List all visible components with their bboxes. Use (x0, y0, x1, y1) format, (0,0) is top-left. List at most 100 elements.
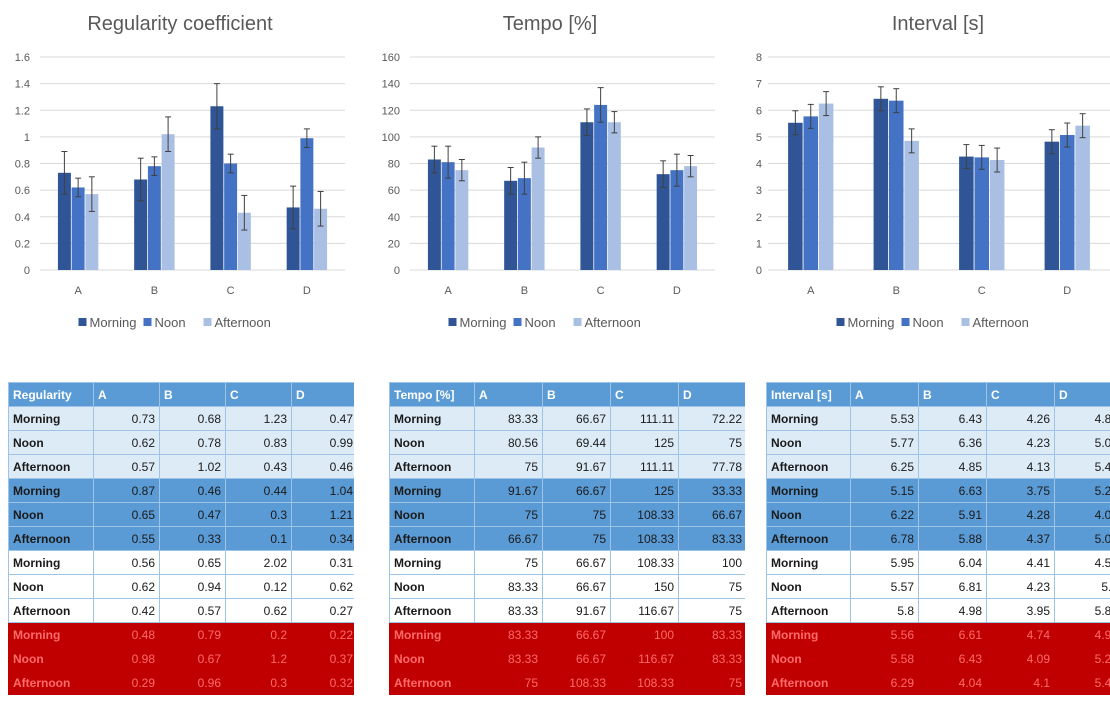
table-cell: 0.57 (93, 454, 160, 479)
table-cell: 75 (474, 454, 543, 479)
y-tick-label: 6 (756, 105, 762, 117)
table-cell: 0.73 (93, 406, 160, 431)
table-row: Morning 75 66.67 108.33 100 (389, 550, 745, 575)
table-cell: 33.33 (678, 478, 745, 503)
legend-swatch (961, 318, 970, 326)
x-tick-label: A (807, 285, 815, 297)
interval-chart: Interval [s] 0 1 2 3 4 5 6 7 8 A B C D Morning Noon Afte… (756, 13, 1110, 330)
table-cell: 6.81 (918, 574, 987, 599)
table-row: Morning 0.56 0.65 2.02 0.31 (8, 550, 354, 575)
table-cell: 75 (474, 502, 543, 527)
table-cell: 0.46 (291, 454, 354, 479)
table-cell: 5.91 (918, 502, 987, 527)
x-tick-label: C (597, 285, 605, 297)
table-row: Morning 0.48 0.79 0.2 0.22 (8, 622, 354, 647)
row-label: Morning (389, 478, 475, 503)
y-tick-label: 60 (388, 185, 400, 197)
legend-label: Noon (525, 315, 556, 330)
x-tick-label: B (893, 285, 900, 297)
table-cell: 0.12 (225, 574, 292, 599)
table-cell: 108.33 (542, 670, 611, 695)
table-row: Afternoon 0.55 0.33 0.1 0.34 (8, 526, 354, 551)
table-cell: 91.67 (542, 598, 611, 623)
table-cell: 0.44 (225, 478, 292, 503)
table-row: Noon 0.65 0.47 0.3 1.21 (8, 502, 354, 527)
table-cell: 5.29 (1054, 478, 1110, 503)
table-cell: 0.56 (93, 550, 160, 575)
bar-morning-d (286, 207, 300, 270)
table-cell: 83.33 (474, 598, 543, 623)
table-cell: 6.04 (918, 550, 987, 575)
row-label: Afternoon (8, 454, 94, 479)
table-cell: 0.22 (291, 622, 354, 647)
row-label: Noon (8, 502, 94, 527)
row-label: Noon (766, 646, 851, 671)
table-header-row: Interval [s] A B C D (766, 382, 1110, 407)
table-cell: 66.67 (474, 526, 543, 551)
table-cell: 0.57 (159, 598, 226, 623)
table-cell: 0.42 (93, 598, 160, 623)
table-header-cell: A (474, 382, 543, 407)
table-row: Morning 83.33 66.67 100 83.33 (389, 622, 745, 647)
table-cell: 5.58 (850, 646, 919, 671)
bar-noon-b (888, 100, 904, 270)
bar-afternoon-a (818, 103, 834, 270)
table-cell: 5.8 (850, 598, 919, 623)
y-tick-label: 160 (382, 52, 400, 64)
table-header-cell: B (542, 382, 611, 407)
row-label: Noon (766, 430, 851, 455)
table-header-cell: D (291, 382, 354, 407)
table-cell: 111.11 (610, 406, 679, 431)
row-label: Afternoon (766, 526, 851, 551)
y-tick-label: 0 (394, 265, 400, 277)
bar-morning-a (788, 122, 803, 270)
bar-morning-c (959, 156, 974, 270)
table-cell: 5.01 (1054, 526, 1110, 551)
table-cell: 5.42 (1054, 454, 1110, 479)
table-cell: 80.56 (474, 430, 543, 455)
x-tick-label: B (151, 285, 158, 297)
table-header-cell: D (1054, 382, 1110, 407)
table-cell: 5.21 (1054, 646, 1110, 671)
legend-swatch (513, 318, 522, 326)
legend-swatch (573, 318, 582, 326)
table-cell: 4.04 (918, 670, 987, 695)
y-tick-label: 0.2 (15, 238, 30, 250)
y-tick-label: 1.6 (15, 52, 30, 64)
table-row: Afternoon 0.57 1.02 0.43 0.46 (8, 454, 354, 479)
table-header-row: Tempo [%] A B C D (389, 382, 745, 407)
row-label: Noon (389, 502, 475, 527)
legend-label: Noon (913, 315, 944, 330)
table-cell: 0.62 (291, 574, 354, 599)
table-cell: 108.33 (610, 550, 679, 575)
row-label: Noon (8, 574, 94, 599)
table-cell: 0.47 (159, 502, 226, 527)
legend-label: Afternoon (215, 315, 271, 330)
legend-label: Morning (460, 315, 507, 330)
row-label: Afternoon (389, 670, 475, 695)
x-tick-label: D (303, 285, 311, 297)
table-cell: 4.74 (986, 622, 1055, 647)
table-cell: 5.82 (1054, 598, 1110, 623)
x-tick-label: A (74, 285, 82, 297)
y-tick-label: 1.4 (15, 79, 30, 91)
table-cell: 1.21 (291, 502, 354, 527)
y-tick-label: 0 (756, 265, 762, 277)
table-cell: 116.67 (610, 598, 679, 623)
table-header-cell: A (850, 382, 919, 407)
table-header-cell: Regularity (8, 382, 94, 407)
table-cell: 6.29 (850, 670, 919, 695)
table-cell: 0.55 (93, 526, 160, 551)
x-tick-label: D (1063, 285, 1071, 297)
table-cell: 0.98 (93, 646, 160, 671)
table-cell: 83.33 (474, 646, 543, 671)
table-cell: 6.43 (918, 646, 987, 671)
row-label: Afternoon (389, 598, 475, 623)
x-tick-label: D (673, 285, 681, 297)
table-cell: 4.09 (986, 646, 1055, 671)
bar-morning-b (873, 98, 889, 271)
table-cell: 1.23 (225, 406, 292, 431)
table-cell: 1.04 (291, 478, 354, 503)
